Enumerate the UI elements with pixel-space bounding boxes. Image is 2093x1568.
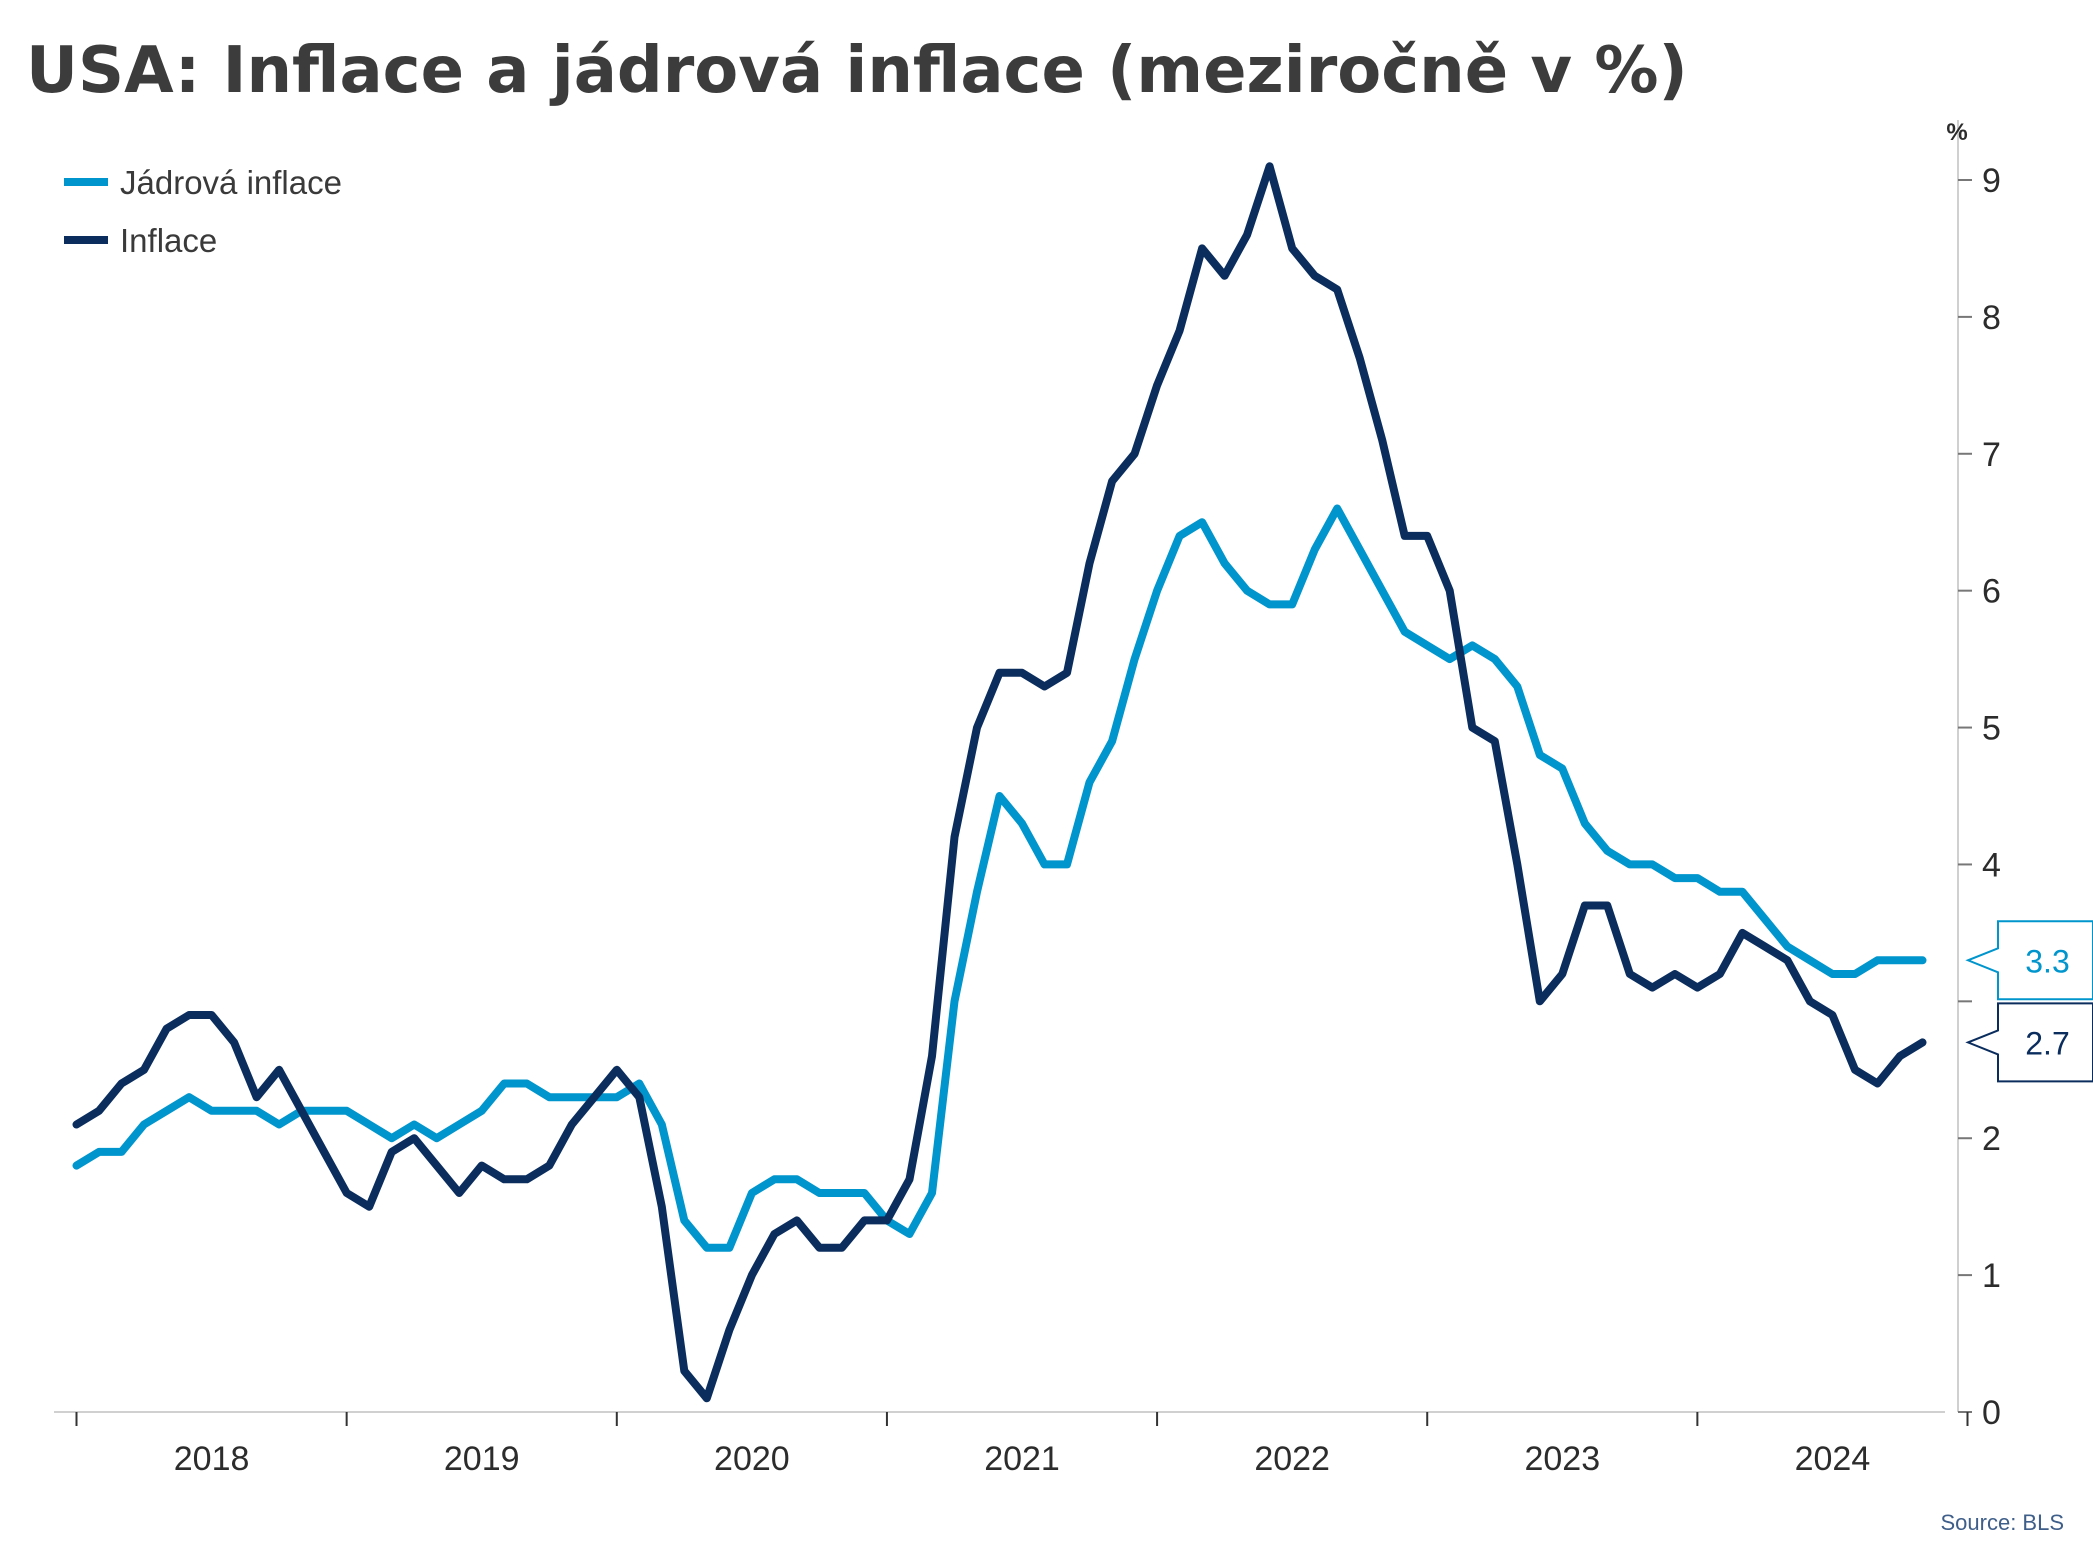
y-unit-label: % [1946, 119, 1967, 146]
y-tick-label: 6 [1982, 573, 2001, 611]
x-ticks: 2018 2019 2020 2021 2022 2023 2024 [75, 1412, 1969, 1478]
callout-box-inflation [1965, 1002, 2093, 1083]
y-tick-label: 4 [1982, 846, 2001, 884]
chart-title: USA: Inflace a jádrová inflace (meziročn… [26, 34, 1688, 108]
callout-box-core-inflation [1965, 920, 2093, 1001]
y-ticks: 0 1 2 4 5 6 7 8 9 [1958, 162, 2001, 1432]
y-tick-label: 7 [1982, 436, 2001, 474]
y-tick-label: 5 [1982, 710, 2001, 748]
callout-label-core-inflation: 3.3 [2025, 943, 2069, 979]
value-callouts: 3.3 2.7 [1965, 920, 2093, 1083]
x-tick-label: 2024 [1795, 1440, 1871, 1478]
x-tick-label: 2023 [1524, 1440, 1600, 1478]
legend-label-core-inflation: Jádrová inflace [120, 164, 342, 201]
x-tick-label: 2020 [714, 1440, 790, 1478]
y-tick-label: 0 [1982, 1394, 2001, 1432]
x-tick-label: 2021 [984, 1440, 1060, 1478]
y-tick-label: 1 [1982, 1257, 2001, 1295]
x-tick-label: 2018 [174, 1440, 250, 1478]
series-layer [72, 162, 1927, 1403]
legend-label-inflation: Inflace [120, 222, 217, 259]
callout-label-inflation: 2.7 [2025, 1025, 2069, 1061]
series-line-inflation [72, 162, 1927, 1403]
series-line-core-inflation [72, 504, 1927, 1252]
y-tick-label: 2 [1982, 1120, 2001, 1158]
source-note: Source: BLS [1940, 1510, 2064, 1535]
x-tick-label: 2022 [1254, 1440, 1330, 1478]
y-tick-label: 8 [1982, 299, 2001, 337]
legend: Jádrová inflace Inflace [64, 164, 342, 259]
y-tick-label: 9 [1982, 162, 2001, 200]
x-tick-label: 2019 [444, 1440, 520, 1478]
